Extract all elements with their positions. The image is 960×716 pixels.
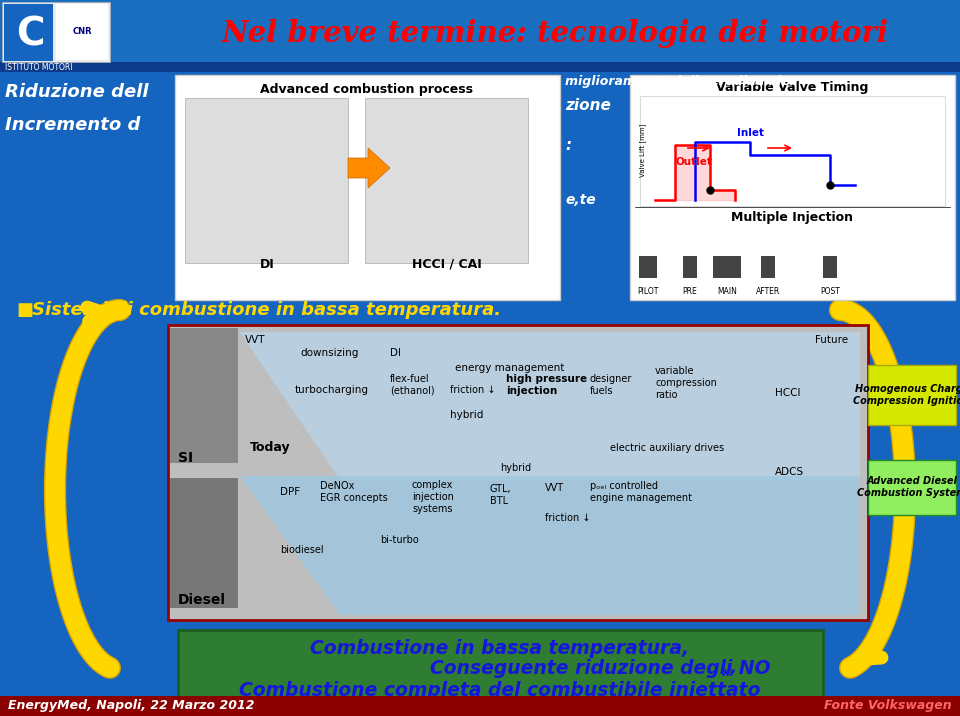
- Text: C: C: [15, 16, 44, 54]
- Text: Combustione completa del combustibile iniettato: Combustione completa del combustibile in…: [239, 680, 760, 700]
- Text: Advanced combustion process: Advanced combustion process: [260, 84, 473, 97]
- Bar: [178, 630, 823, 716]
- Text: Multiple Injection: Multiple Injection: [731, 211, 853, 223]
- Text: Fonte Volkswagen: Fonte Volkswagen: [825, 700, 952, 712]
- Text: ADCS: ADCS: [775, 467, 804, 477]
- Bar: [639, 256, 657, 278]
- Text: ,: ,: [730, 659, 737, 677]
- Text: Incremento d: Incremento d: [5, 116, 140, 134]
- Text: turbocharging: turbocharging: [295, 385, 369, 395]
- Bar: [170, 328, 238, 463]
- Text: SI: SI: [178, 451, 193, 465]
- Text: designer
fuels: designer fuels: [590, 374, 633, 396]
- Bar: [2, 2, 110, 62]
- Bar: [713, 256, 741, 278]
- Text: friction ↓: friction ↓: [545, 513, 590, 523]
- Text: Today: Today: [250, 442, 291, 455]
- Bar: [868, 365, 956, 425]
- Text: HCCI: HCCI: [775, 388, 801, 398]
- Text: Valve Lift [mm]: Valve Lift [mm]: [639, 123, 646, 177]
- Text: Outlet: Outlet: [675, 157, 712, 167]
- Text: Inlet: Inlet: [736, 128, 763, 138]
- Bar: [3, 3, 53, 61]
- Bar: [761, 256, 775, 278]
- Bar: [170, 478, 238, 608]
- Text: DeNOx
EGR concepts: DeNOx EGR concepts: [320, 481, 388, 503]
- Text: Homogenous Charge
Compression Ignition: Homogenous Charge Compression Ignition: [853, 384, 960, 406]
- Bar: [823, 256, 837, 278]
- Text: Combustione in bassa temperatura,: Combustione in bassa temperatura,: [310, 639, 689, 657]
- Text: MAIN: MAIN: [717, 288, 737, 296]
- Text: CNR: CNR: [72, 27, 92, 37]
- Text: Advanced Diesel
Combustion System: Advanced Diesel Combustion System: [857, 476, 960, 498]
- Text: HCCI / CAI: HCCI / CAI: [412, 258, 482, 271]
- Text: Riduzione dell: Riduzione dell: [5, 83, 149, 101]
- Text: friction ↓: friction ↓: [450, 385, 495, 395]
- Text: VVT: VVT: [545, 483, 564, 493]
- Text: pₒₑₗ controlled
engine management: pₒₑₗ controlled engine management: [590, 481, 692, 503]
- Text: VVT: VVT: [245, 335, 266, 345]
- Text: ISTITUTO MOTORI: ISTITUTO MOTORI: [5, 64, 73, 72]
- Text: zione: zione: [565, 97, 611, 112]
- Text: variable
compression
ratio: variable compression ratio: [655, 367, 717, 400]
- Text: x: x: [722, 665, 731, 679]
- Bar: [0, 696, 960, 716]
- Text: miglioramento dell'aerodinamica: miglioramento dell'aerodinamica: [565, 75, 797, 89]
- Text: DI: DI: [259, 258, 275, 271]
- Text: bi-turbo: bi-turbo: [380, 535, 419, 545]
- Text: DPF: DPF: [280, 487, 300, 497]
- Text: PILOT: PILOT: [637, 288, 659, 296]
- Bar: [55, 3, 109, 61]
- Bar: [0, 72, 960, 716]
- Text: flex-fuel
(ethanol): flex-fuel (ethanol): [390, 374, 435, 396]
- Text: e,te: e,te: [565, 193, 595, 207]
- Text: high pressure
injection: high pressure injection: [506, 374, 588, 396]
- Bar: [0, 0, 960, 72]
- Text: electric auxiliary drives: electric auxiliary drives: [610, 443, 724, 453]
- Bar: [868, 460, 956, 515]
- Polygon shape: [348, 148, 390, 188]
- Text: hybrid: hybrid: [450, 410, 484, 420]
- Text: biodiesel: biodiesel: [280, 545, 324, 555]
- Text: complex
injection
systems: complex injection systems: [412, 480, 454, 513]
- Text: POST: POST: [820, 288, 840, 296]
- Text: EnergyMed, Napoli, 22 Marzo 2012: EnergyMed, Napoli, 22 Marzo 2012: [8, 700, 254, 712]
- Text: AFTER: AFTER: [756, 288, 780, 296]
- Text: Diesel: Diesel: [178, 593, 226, 607]
- Bar: [185, 98, 348, 263]
- Text: PRE: PRE: [683, 288, 697, 296]
- Polygon shape: [240, 332, 860, 480]
- Polygon shape: [240, 476, 860, 615]
- Bar: [0, 62, 960, 72]
- Bar: [365, 98, 528, 263]
- Text: Nel breve termine: tecnologia dei motori: Nel breve termine: tecnologia dei motori: [222, 19, 889, 49]
- Text: GTL,
BTL: GTL, BTL: [490, 484, 512, 505]
- Text: ■: ■: [16, 301, 33, 319]
- Bar: [683, 256, 697, 278]
- Text: energy management: energy management: [455, 363, 564, 373]
- Bar: [175, 75, 560, 300]
- Bar: [168, 325, 868, 620]
- Text: hybrid: hybrid: [500, 463, 531, 473]
- Text: Variable Valve Timing: Variable Valve Timing: [716, 82, 868, 95]
- Text: Conseguente riduzione degli NO: Conseguente riduzione degli NO: [430, 659, 771, 677]
- Text: DI: DI: [390, 348, 401, 358]
- Bar: [630, 75, 955, 300]
- Text: downsizing: downsizing: [300, 348, 358, 358]
- Text: :: :: [565, 137, 571, 153]
- Text: Future: Future: [815, 335, 848, 345]
- Text: Sistemi di combustione in bassa temperatura.: Sistemi di combustione in bassa temperat…: [32, 301, 501, 319]
- Bar: [640, 96, 945, 206]
